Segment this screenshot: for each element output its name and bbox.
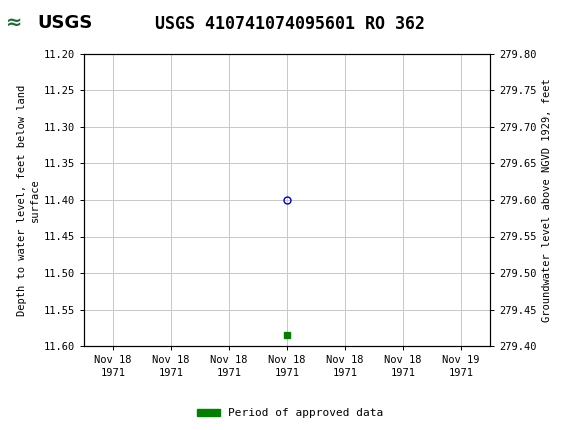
Text: ≈: ≈ bbox=[6, 13, 22, 32]
Bar bbox=[3, 2, 81, 43]
Legend: Period of approved data: Period of approved data bbox=[193, 404, 387, 423]
Y-axis label: Depth to water level, feet below land
surface: Depth to water level, feet below land su… bbox=[17, 84, 39, 316]
Text: USGS 410741074095601 RO 362: USGS 410741074095601 RO 362 bbox=[155, 15, 425, 33]
Text: USGS: USGS bbox=[38, 14, 93, 31]
Y-axis label: Groundwater level above NGVD 1929, feet: Groundwater level above NGVD 1929, feet bbox=[542, 78, 552, 322]
